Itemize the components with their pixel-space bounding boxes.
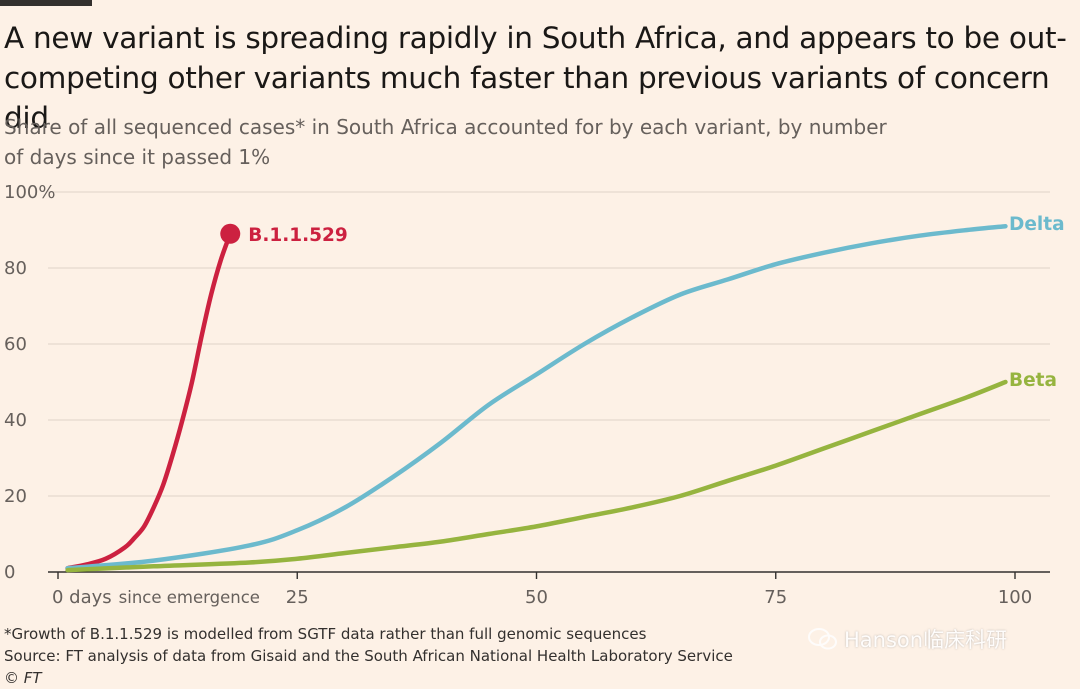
- footnotes: *Growth of B.1.1.529 is modelled from SG…: [4, 623, 804, 689]
- y-tick-label: 40: [4, 410, 27, 431]
- copyright-text: © FT: [4, 669, 42, 687]
- x-tick-label: 100: [998, 587, 1032, 608]
- y-tick-label: 80: [4, 258, 27, 279]
- x-tick-label: 25: [286, 587, 309, 608]
- watermark-text: Hanson临床科研: [844, 628, 1008, 652]
- x-tick-label: 75: [764, 587, 787, 608]
- series-line-b-1-1-529: [65, 231, 233, 571]
- series-label-beta: Beta: [1009, 370, 1057, 391]
- chart-title: A new variant is spreading rapidly in So…: [4, 21, 1067, 135]
- watermark: Hanson临床科研: [808, 624, 1007, 654]
- x-tick-label: 50: [525, 587, 548, 608]
- y-tick-label: 20: [4, 486, 27, 507]
- top-accent-bar: [0, 0, 92, 6]
- series-label-b-1-1-529: B.1.1.529: [248, 225, 348, 246]
- x-tick-label: 0 days: [52, 587, 112, 608]
- y-tick-label: 0: [4, 562, 15, 583]
- x-axis-label: since emergence: [119, 588, 260, 607]
- series-end-marker-b-1-1-529: [220, 223, 241, 244]
- source-text: Source: FT analysis of data from Gisaid …: [4, 647, 733, 665]
- series-label-delta: Delta: [1009, 214, 1065, 235]
- series-line-delta: [65, 223, 1008, 571]
- wechat-icon: [808, 628, 837, 650]
- y-tick-label: 60: [4, 334, 27, 355]
- series-line-beta: [65, 379, 1008, 573]
- footnote-text: *Growth of B.1.1.529 is modelled from SG…: [4, 625, 647, 643]
- y-tick-label: 100%: [4, 182, 55, 203]
- chart-subtitle: Share of all sequenced cases* in South A…: [4, 115, 887, 169]
